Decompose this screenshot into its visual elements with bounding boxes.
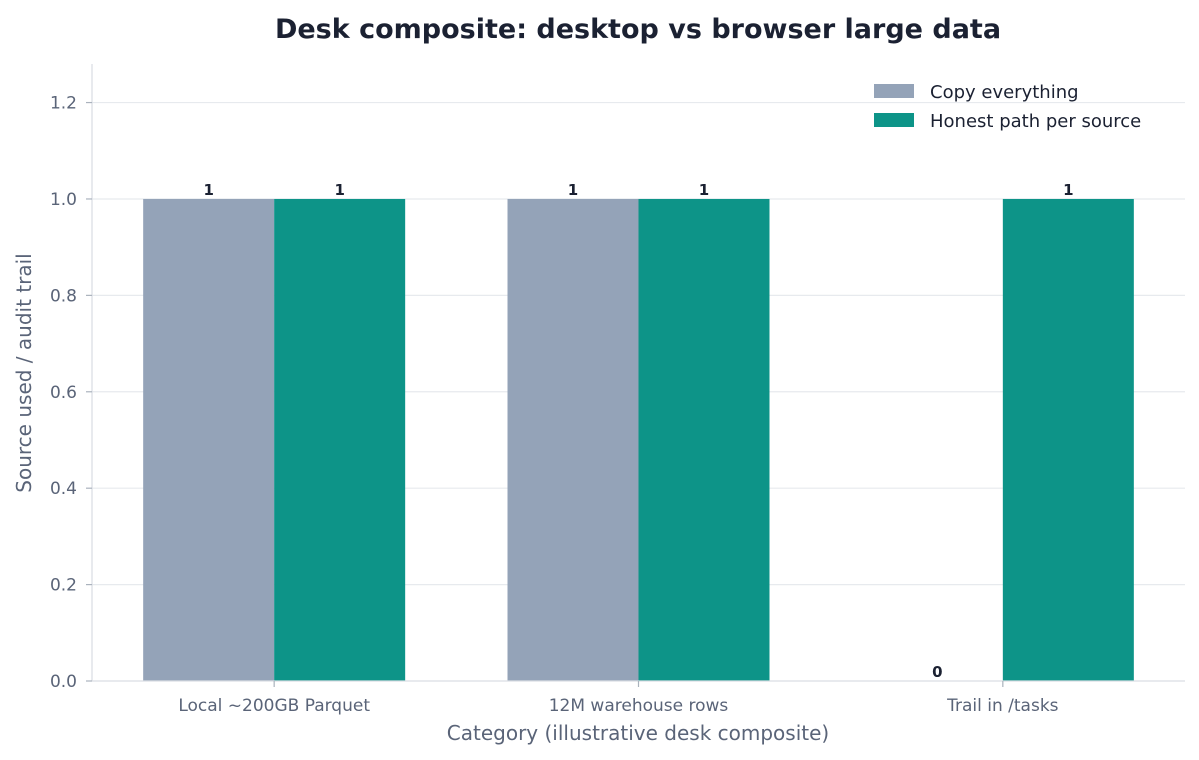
x-tick-label: Trail in /tasks (946, 696, 1059, 716)
y-tick-label: 0.0 (50, 672, 77, 692)
bar-value-label: 1 (699, 181, 709, 199)
bar-value-label: 1 (1063, 181, 1073, 199)
y-axis-label: Source used / audit trail (12, 253, 36, 492)
bar (1002, 198, 1134, 681)
legend-swatch (874, 84, 914, 98)
bar (638, 198, 770, 681)
y-tick-label: 0.8 (50, 286, 77, 306)
bar (274, 198, 406, 681)
legend-label: Copy everything (930, 82, 1079, 103)
x-tick-label: Local ~200GB Parquet (178, 696, 370, 716)
chart-title: Desk composite: desktop vs browser large… (275, 14, 1001, 45)
legend-label: Honest path per source (930, 111, 1141, 132)
value-labels: 1 1 1 1 0 1 (203, 181, 1073, 681)
y-tick-label: 1.2 (50, 94, 77, 114)
bar-value-label: 1 (203, 181, 213, 199)
bar-value-label: 1 (334, 181, 344, 199)
bar-value-label: 0 (932, 663, 942, 681)
x-tick-label: 12M warehouse rows (549, 696, 729, 716)
legend: Copy everything Honest path per source (874, 82, 1141, 132)
y-tick-label: 0.2 (50, 576, 77, 596)
bar (507, 198, 639, 681)
y-tick-label: 0.4 (50, 479, 77, 499)
y-tick-label: 1.0 (50, 190, 77, 210)
x-axis-ticks: Local ~200GB Parquet 12M warehouse rows Tr… (178, 681, 1059, 716)
y-axis-ticks: 0.0 0.2 0.4 0.6 0.8 1.0 1.2 (50, 94, 92, 692)
bar-value-label: 1 (568, 181, 578, 199)
legend-swatch (874, 113, 914, 127)
bars (143, 198, 1134, 681)
bar (143, 198, 275, 681)
x-axis-label: Category (illustrative desk composite) (447, 721, 829, 745)
y-tick-label: 0.6 (50, 383, 77, 403)
